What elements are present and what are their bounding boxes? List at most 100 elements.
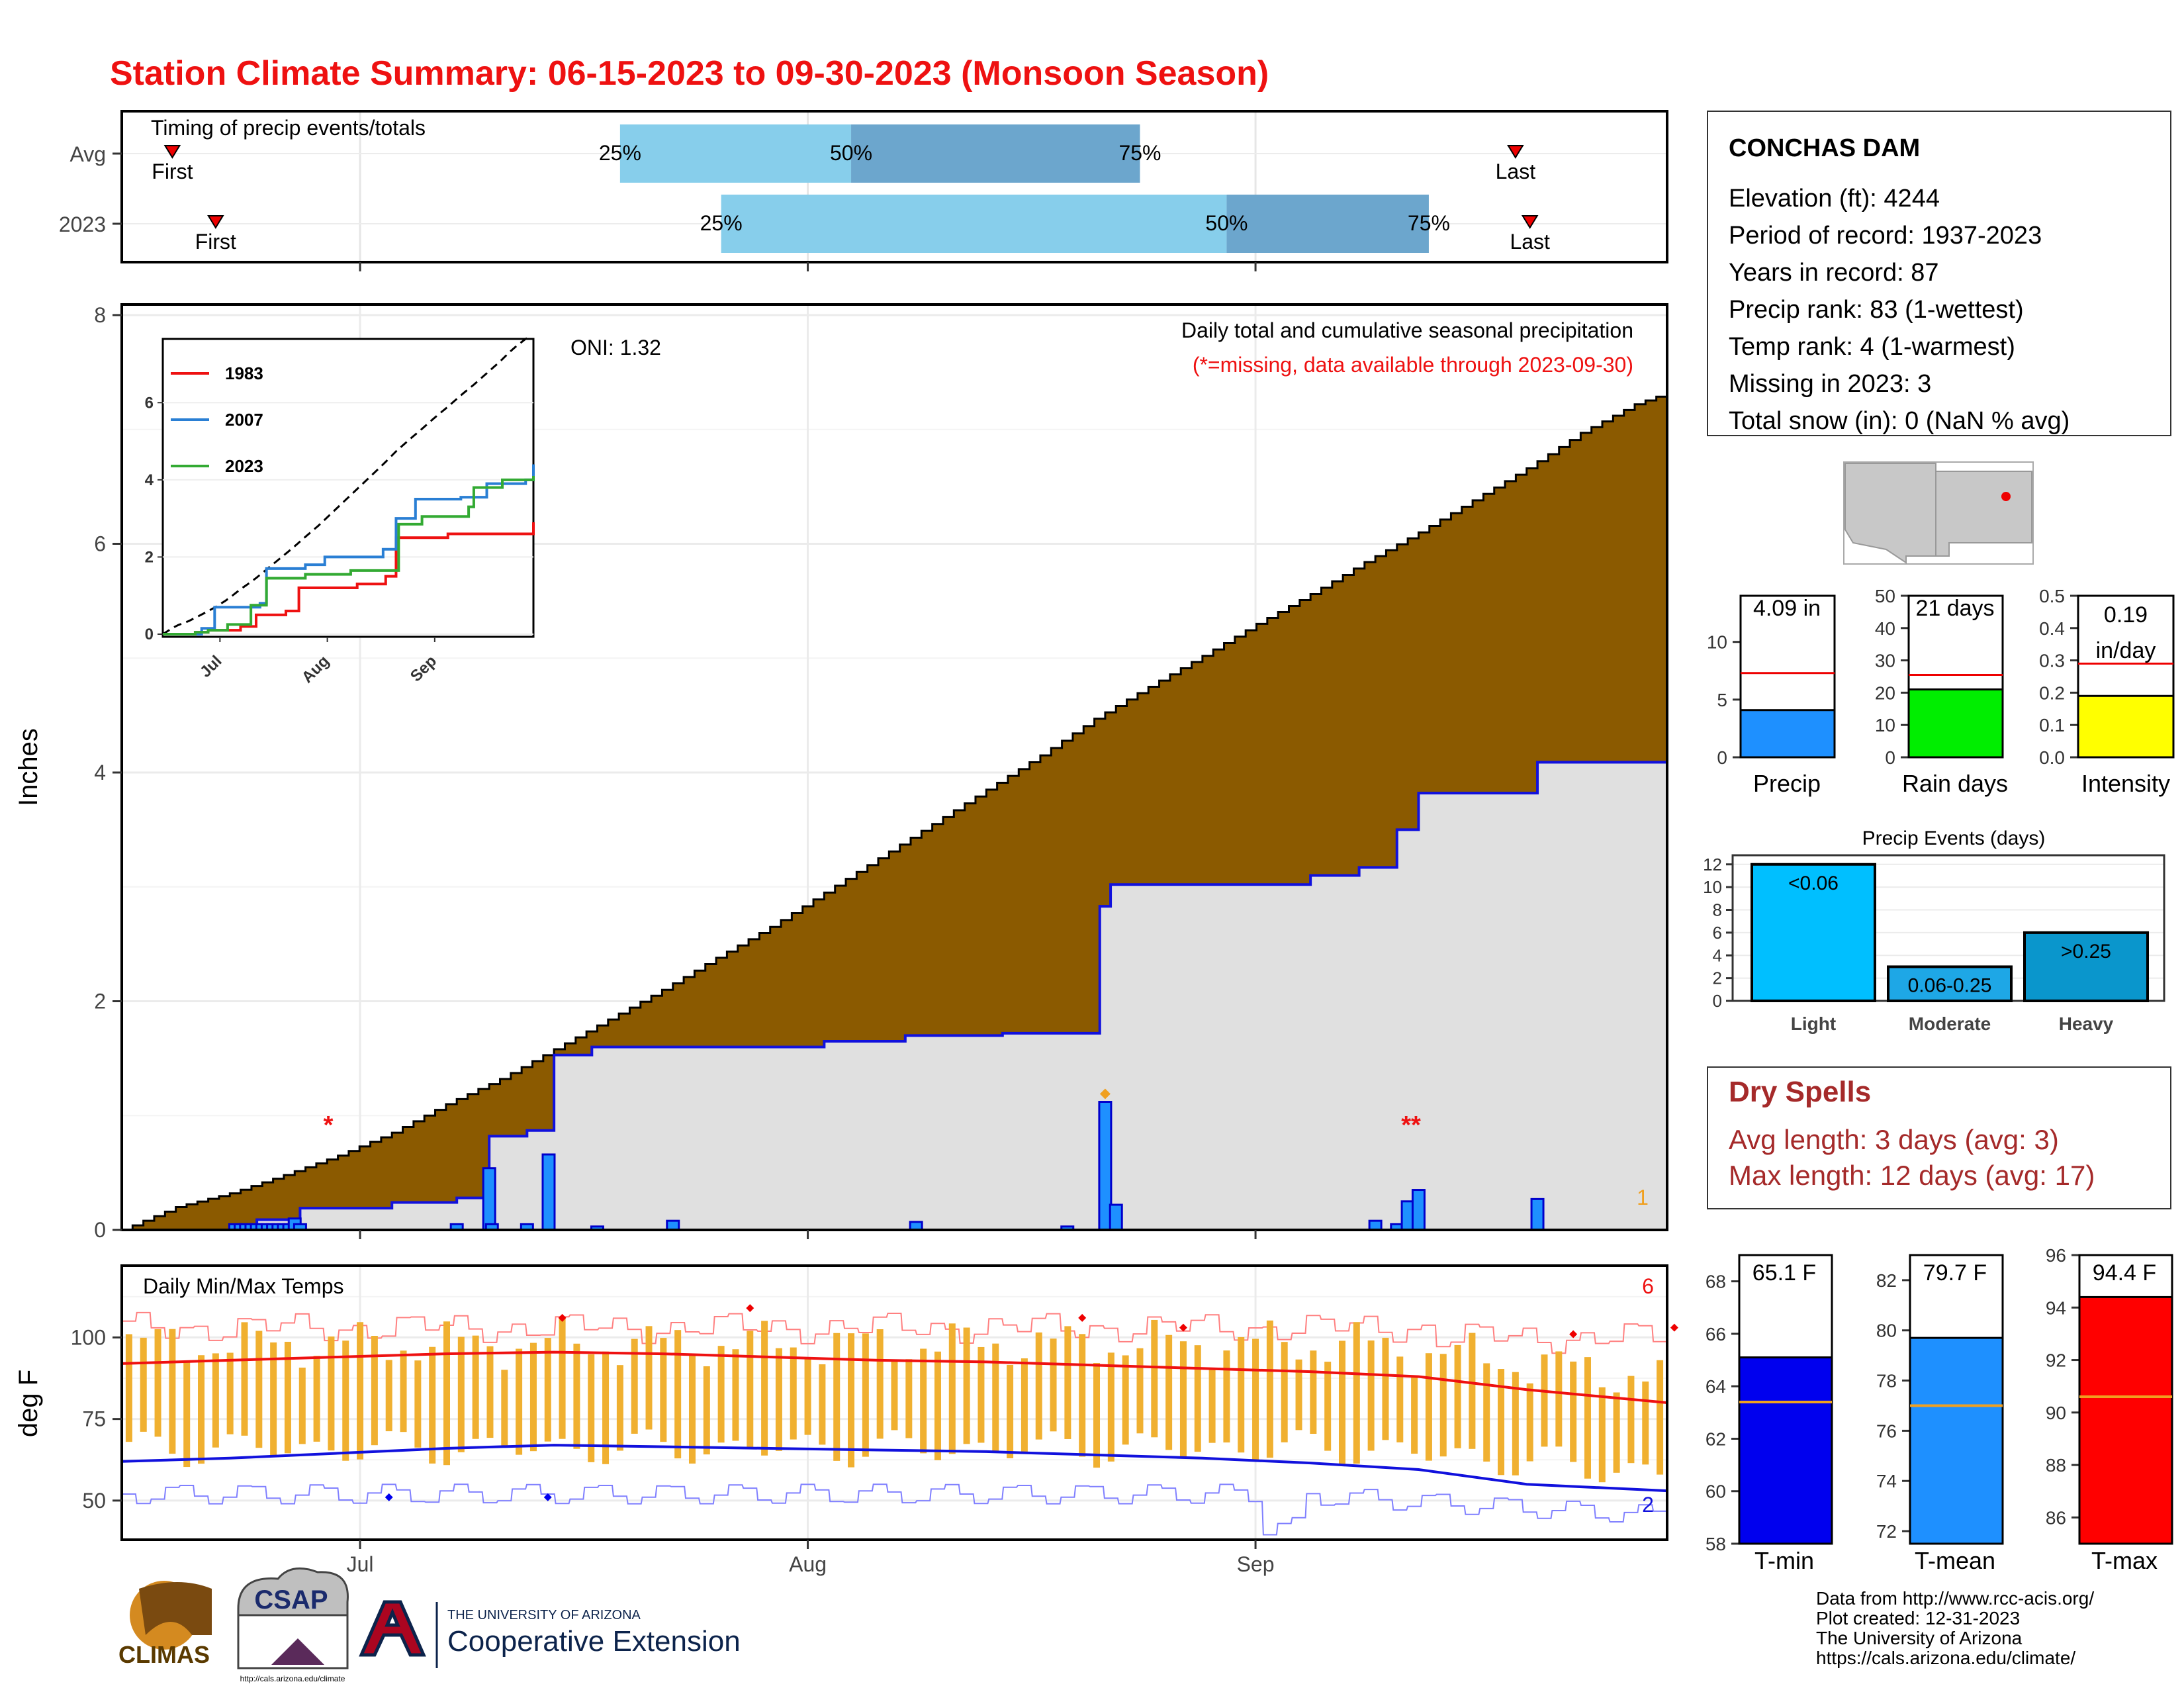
ua-a-icon — [359, 1600, 426, 1657]
tmax-summary-y-tick-label-4: 94 — [2046, 1297, 2066, 1318]
raindays-summary-y-tick-label-4: 40 — [1875, 618, 1895, 639]
daily-temp-bar-102 — [1598, 1387, 1606, 1483]
daily-temp-bar-42 — [732, 1349, 739, 1441]
events-x-label-heavy: Heavy — [2059, 1013, 2114, 1034]
precip-summary-value-bar — [1739, 709, 1836, 759]
daily-temp-bar-105 — [1642, 1382, 1649, 1465]
daily-temp-bar-34 — [616, 1365, 623, 1451]
temp-y-axis-label: deg F — [14, 1370, 43, 1437]
events-y-tick-label-3: 6 — [1713, 923, 1722, 943]
daily-temp-bar-19 — [400, 1350, 407, 1432]
daily-temp-bar-3 — [169, 1329, 176, 1454]
precip-summary-value: 4.09 in — [1753, 596, 1821, 621]
record-high-marker-2 — [1078, 1313, 1087, 1322]
locator-map — [1843, 461, 2034, 565]
raindays-summary-label: Rain days — [1902, 770, 2008, 797]
first-event-triangle-Avg — [163, 145, 181, 159]
daily-temp-bar-101 — [1584, 1357, 1591, 1479]
daily-temp-bar-31 — [573, 1343, 580, 1449]
events-bar-moderate — [1887, 965, 2013, 1002]
tmax-label: T-max — [2091, 1547, 2158, 1574]
precip-panel-title: Daily total and cumulative seasonal prec… — [1181, 318, 1633, 342]
tmean-summary-chart: 72 74 76 78 80 82 T-mean 79.7 F — [1876, 1254, 2004, 1574]
daily-temp-bar-106 — [1657, 1360, 1664, 1475]
csap-logo: CSAP http://cals.arizona.edu/climate — [237, 1567, 349, 1683]
daily-temp-bar-63 — [1035, 1332, 1042, 1440]
daily-temp-bar-65 — [1064, 1326, 1071, 1439]
daily-temp-bar-95 — [1498, 1369, 1505, 1476]
daily-temp-bar-80 — [1281, 1342, 1288, 1442]
daily-temp-bar-32 — [588, 1354, 595, 1462]
record-high-marker-1 — [746, 1304, 754, 1313]
missing-marker-2: ** — [1401, 1111, 1421, 1139]
inset-y-tick-label-1: 2 — [145, 548, 154, 566]
raindays-summary-y-tick-label-0: 0 — [1885, 747, 1895, 768]
station-line-period: Period of record: 1937-2023 — [1729, 222, 2042, 250]
tmin-normal-line — [121, 1444, 1668, 1493]
events-y-tick-label-2: 4 — [1713, 945, 1722, 965]
daily-temp-bar-81 — [1295, 1359, 1302, 1430]
inset-legend-label-2023: 2023 — [225, 456, 263, 476]
daily-temp-bar-6 — [212, 1353, 219, 1448]
tmean-summary-y-tick-label-3: 78 — [1876, 1371, 1897, 1391]
inset-normal-dashed-line — [162, 335, 531, 635]
ua-top-text: THE UNIVERSITY OF ARIZONA — [447, 1608, 641, 1622]
daily-temp-bar-50 — [848, 1333, 855, 1468]
station-line-snow: Total snow (in): 0 (NaN % avg) — [1729, 407, 2070, 435]
daily-temp-bar-93 — [1469, 1333, 1476, 1449]
record-precip-marker — [1099, 1088, 1111, 1100]
temp-panel-title: Daily Min/Max Temps — [143, 1274, 343, 1298]
timing-band-25-50-Avg — [619, 124, 852, 183]
station-line-years: Years in record: 87 — [1729, 259, 1939, 287]
precip-summary-label: Precip — [1753, 770, 1821, 797]
daily-temp-bar-52 — [876, 1329, 884, 1439]
station-line-missing: Missing in 2023: 3 — [1729, 370, 1931, 398]
raindays-summary-y-tick-label-5: 50 — [1875, 586, 1895, 606]
temp-y-tick-label-0: 50 — [82, 1489, 106, 1513]
timing-p50-label-2023: 50% — [1205, 211, 1248, 235]
tmean-summary-y-tick-label-5: 82 — [1876, 1270, 1897, 1291]
daily-temp-bar-77 — [1238, 1336, 1245, 1453]
daily-temp-bar-91 — [1439, 1354, 1447, 1457]
daily-temp-bar-75 — [1208, 1370, 1216, 1443]
temp-panel: 50 75 100 deg F Daily Min/Max Temps 6 2 Ju… — [14, 1264, 1678, 1576]
daily-temp-bar-76 — [1223, 1350, 1230, 1443]
daily-temp-bar-13 — [313, 1356, 320, 1442]
daily-temp-bar-97 — [1526, 1383, 1533, 1462]
csap-cloud-icon — [237, 1567, 349, 1617]
last-event-label-Avg: Last — [1496, 160, 1536, 183]
intensity-summary-value: 0.19 — [2104, 602, 2148, 628]
station-name: CONCHAS DAM — [1729, 134, 1920, 162]
daily-temp-bar-14 — [328, 1336, 335, 1451]
last-event-label-2023: Last — [1510, 230, 1550, 254]
climas-wordmark: CLIMAS — [118, 1641, 210, 1668]
daily-temp-bar-68 — [1107, 1352, 1115, 1462]
daily-temp-bar-10 — [270, 1342, 277, 1457]
intensity-summary-y-tick-label-1: 0.1 — [2039, 715, 2065, 735]
events-bar-heavy — [2023, 931, 2149, 1002]
first-event-triangle-2023 — [207, 215, 224, 229]
raindays-summary-y-tick-label-3: 30 — [1875, 651, 1895, 671]
daily-temp-bar-100 — [1570, 1361, 1577, 1462]
daily-temp-bar-96 — [1512, 1372, 1519, 1476]
intensity-summary-y-tick-label-0: 0.0 — [2039, 747, 2065, 768]
inset-y-tick-label-2: 4 — [145, 471, 154, 489]
precip-y-tick-label-3: 6 — [94, 532, 106, 556]
daily-temp-bar-98 — [1541, 1354, 1548, 1447]
tmin-label: T-min — [1754, 1547, 1814, 1574]
daily-temp-bar-72 — [1165, 1335, 1173, 1450]
timing-p25-label-Avg: 25% — [599, 141, 641, 165]
daily-temp-bar-61 — [1007, 1364, 1014, 1458]
tmin-summary-y-tick-label-0: 58 — [1706, 1534, 1726, 1554]
daily-temp-bar-33 — [602, 1351, 610, 1464]
daily-temp-bar-35 — [631, 1338, 638, 1434]
intensity-summary-unit: in/day — [2096, 638, 2156, 663]
tmin-summary-value-bar — [1738, 1356, 1833, 1545]
station-line-temp-rank: Temp rank: 4 (1-warmest) — [1729, 333, 2015, 361]
timing-p75-label-Avg: 75% — [1118, 141, 1161, 165]
daily-temp-bar-103 — [1613, 1392, 1620, 1473]
record-high-marker-0 — [558, 1313, 567, 1322]
temp-y-tick-label-1: 75 — [82, 1407, 106, 1431]
daily-temp-bar-27 — [516, 1348, 523, 1455]
intensity-summary-label: Intensity — [2081, 770, 2170, 797]
